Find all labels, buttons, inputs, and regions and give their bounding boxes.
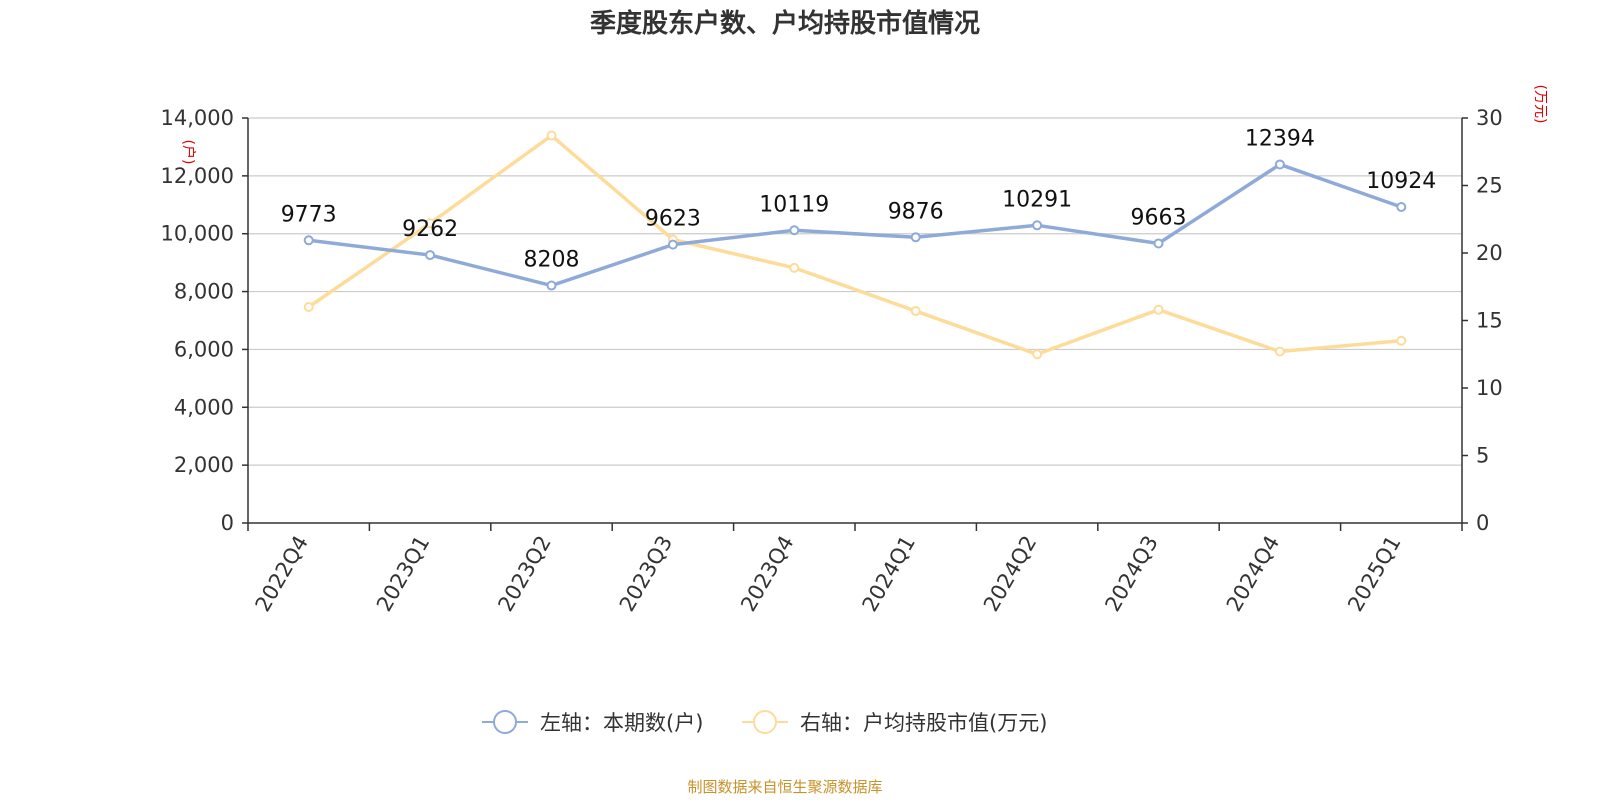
data-point: [667, 239, 678, 250]
data-point: [546, 130, 557, 141]
right-tick-label: 30: [1476, 106, 1503, 130]
axes: 0 2,000 4,000 6,000 8,000 10,000 12,000 14,000 0…: [161, 85, 1548, 616]
x-tick-label: 2023Q3: [615, 532, 677, 616]
data-point: [303, 302, 314, 312]
data-point: [1032, 220, 1043, 231]
right-tick-label: 0: [1476, 511, 1489, 535]
data-point: [1032, 349, 1043, 360]
data-point: [910, 306, 921, 317]
left-tick-label: 2,000: [174, 453, 234, 477]
legend-swatch-marker: [493, 710, 517, 734]
left-tick-label: 4,000: [174, 395, 234, 419]
right-tick-label: 25: [1476, 174, 1503, 198]
left-tick-label: 6,000: [174, 337, 234, 361]
x-tick-label: 2024Q3: [1100, 532, 1162, 616]
x-tick-label: 2025Q1: [1343, 532, 1405, 616]
source-note: 制图数据来自恒生聚源数据库: [687, 778, 882, 796]
data-point: [303, 235, 314, 246]
left-tick-label: 14,000: [161, 106, 234, 130]
legend: 左轴：本期数(户) 右轴：户均持股市值(万元): [482, 710, 1047, 735]
data-label: 9262: [402, 217, 458, 242]
grid-lines: [248, 117, 1462, 466]
right-tick-label: 10: [1476, 376, 1503, 400]
right-axis-unit: (万元): [1532, 85, 1548, 124]
data-point: [910, 232, 921, 243]
x-tick-label: 2024Q1: [858, 532, 920, 616]
data-point: [1153, 238, 1164, 249]
data-label: 9773: [281, 202, 337, 227]
x-tick-label: 2023Q2: [493, 532, 555, 616]
data-point: [1274, 159, 1285, 170]
data-point: [425, 218, 436, 229]
data-point: [1274, 346, 1285, 357]
data-label: 9876: [888, 199, 944, 224]
data-point: [546, 280, 557, 291]
data-point: [1396, 335, 1407, 346]
data-label: 8208: [524, 248, 580, 273]
series-line: [306, 133, 1404, 356]
x-tick-label: 2024Q4: [1222, 532, 1284, 616]
data-label: 9663: [1131, 205, 1187, 230]
legend-label: 右轴：户均持股市值(万元): [800, 711, 1047, 735]
chart-title: 季度股东户数、户均持股市值情况: [590, 8, 980, 39]
data-point: [425, 250, 436, 261]
data-label: 10291: [1002, 187, 1072, 212]
x-tick-label: 2022Q4: [251, 532, 313, 616]
data-point: [1396, 201, 1407, 212]
left-axis-unit: (户): [180, 140, 197, 165]
x-tick-label: 2023Q1: [372, 532, 434, 616]
series-line: [306, 162, 1404, 288]
left-tick-label: 8,000: [174, 280, 234, 304]
data-label: 9623: [645, 207, 701, 232]
data-point: [1153, 304, 1164, 315]
data-label: 10119: [759, 192, 829, 217]
legend-swatch-marker: [753, 710, 777, 734]
right-tick-label: 20: [1476, 241, 1503, 265]
left-tick-label: 12,000: [161, 164, 234, 188]
series-layer: 9773 9262 8208 9623 10119 9876 10291 9663 12394 1…: [281, 126, 1436, 360]
data-label: 10924: [1366, 169, 1436, 194]
data-label: 12394: [1245, 126, 1315, 151]
right-tick-label: 5: [1476, 444, 1489, 468]
right-tick-label: 15: [1476, 309, 1503, 333]
data-point: [789, 262, 800, 273]
x-tick-label: 2024Q2: [979, 532, 1041, 616]
legend-label: 左轴：本期数(户): [540, 711, 703, 735]
left-tick-label: 0: [221, 511, 234, 535]
x-tick-label: 2023Q4: [736, 532, 798, 616]
left-tick-label: 10,000: [161, 222, 234, 246]
data-point: [789, 225, 800, 236]
